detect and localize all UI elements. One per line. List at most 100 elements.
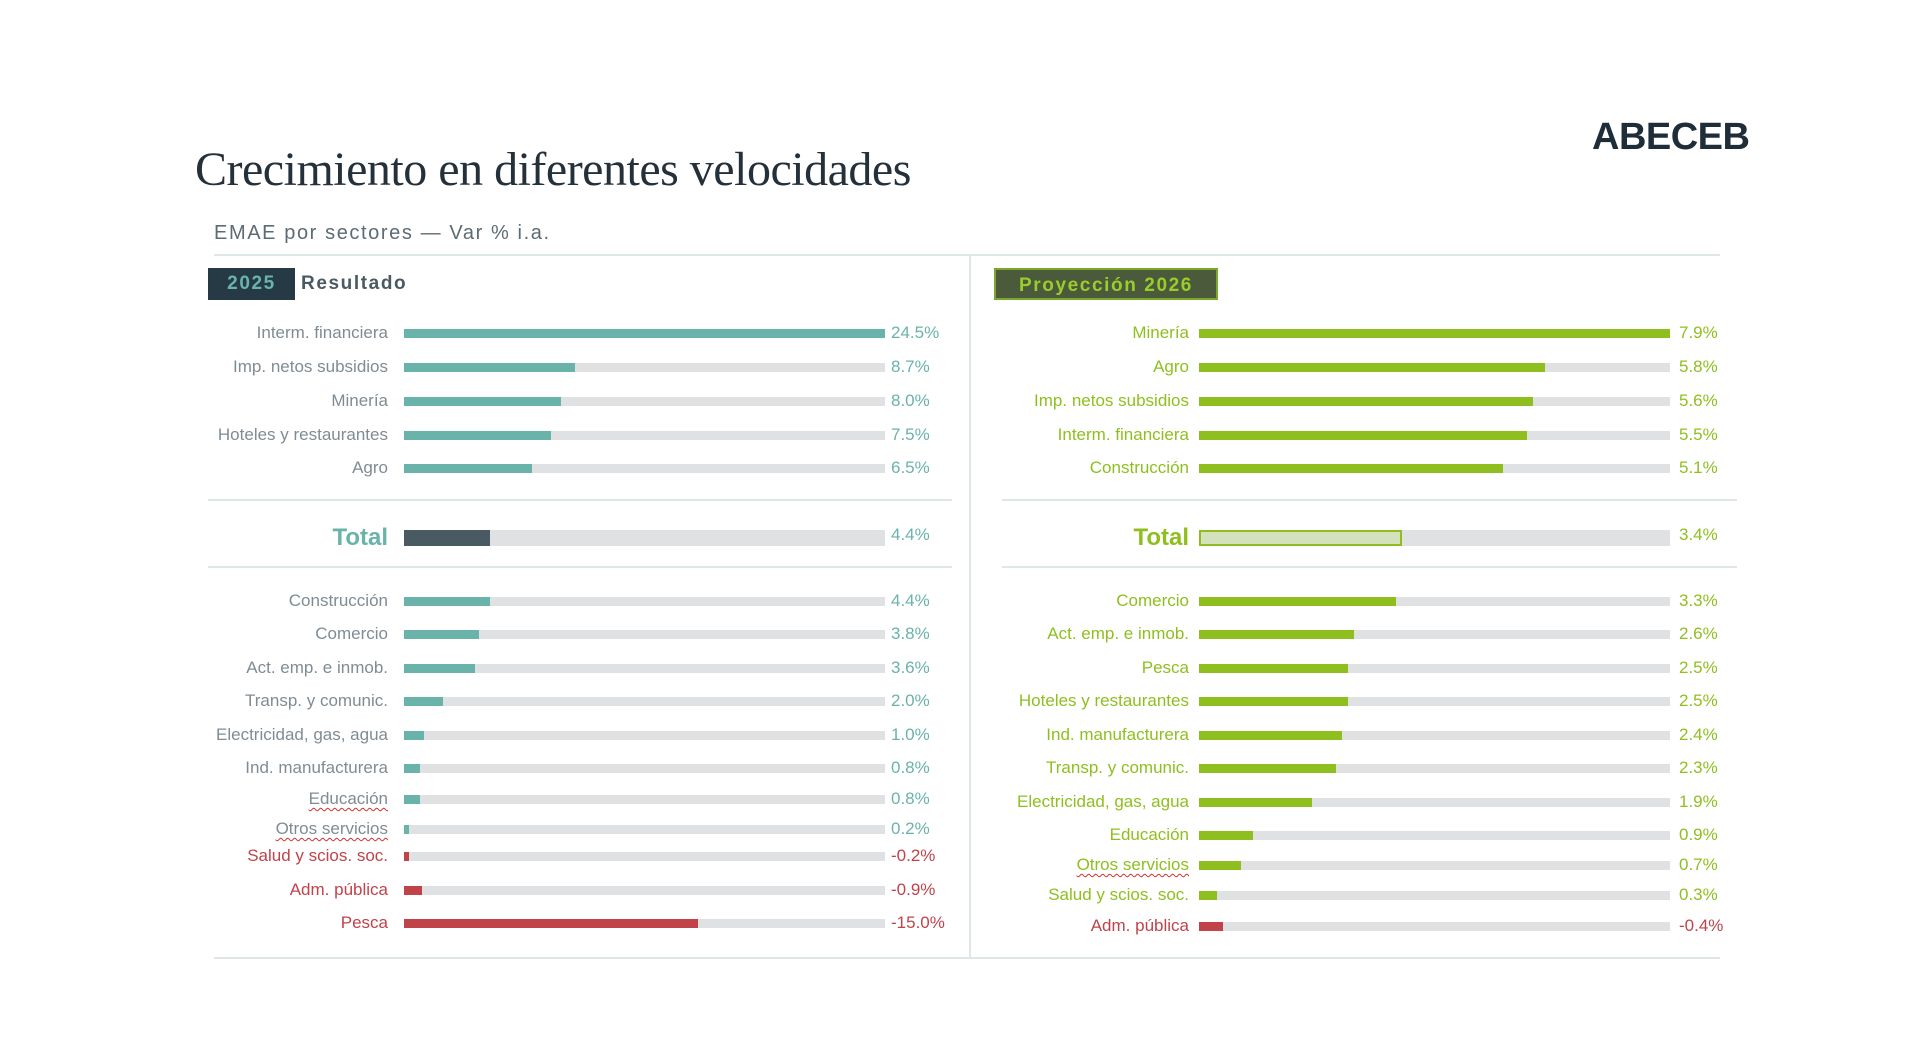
sector-label: Transp. y comunic.	[245, 691, 388, 710]
bar	[404, 328, 885, 338]
total-value: 3.4%	[1679, 525, 1718, 544]
resultado-heading: Resultado	[301, 273, 408, 294]
bar-track	[1199, 860, 1670, 870]
bar-value: 0.8%	[891, 789, 930, 808]
sector-label: Otros servicios	[275, 819, 388, 838]
sector-label: Electricidad, gas, agua	[1017, 792, 1189, 811]
bar-row: Pesca	[0, 911, 388, 935]
bar	[404, 824, 409, 834]
bar-row: Electricidad, gas, agua	[0, 723, 388, 747]
bar	[404, 885, 422, 895]
bar-value: 0.9%	[1679, 825, 1718, 844]
bar-track	[404, 362, 885, 372]
bar-track	[404, 663, 885, 673]
bar-row: Minería	[0, 321, 1189, 345]
bar-value: 3.6%	[891, 658, 930, 677]
bar-value: 2.5%	[1679, 658, 1718, 677]
bar-track	[404, 596, 885, 606]
bar-value: -15.0%	[891, 913, 945, 932]
bar	[1199, 328, 1670, 338]
bottom-divider	[214, 957, 1720, 959]
sector-label: Comercio	[315, 624, 388, 643]
bar	[1199, 596, 1396, 606]
bar	[1199, 890, 1217, 900]
sector-label: Imp. netos subsidios	[1034, 391, 1189, 410]
bar-value: 0.8%	[891, 758, 930, 777]
bar	[404, 463, 532, 473]
center-divider	[969, 254, 971, 958]
sector-label: Hoteles y restaurantes	[217, 425, 388, 444]
total-label: Total	[332, 524, 388, 551]
abeceb-logo: ABECEB	[1592, 116, 1750, 158]
bar-row: Interm. financiera	[0, 423, 1189, 447]
bar-track	[1199, 362, 1670, 372]
bar-track	[404, 328, 885, 338]
sector-label: Educación	[1109, 825, 1189, 844]
bar-row: Imp. netos subsidios	[0, 355, 388, 379]
bar-track	[1199, 696, 1670, 706]
bar-value: 0.2%	[891, 819, 930, 838]
bar-value: 2.3%	[1679, 758, 1718, 777]
bar-row: Educación	[0, 787, 388, 811]
bar-track	[404, 396, 885, 406]
sector-label: Adm. pública	[1090, 916, 1189, 935]
bar-row: Hoteles y restaurantes	[0, 689, 1189, 713]
bar	[1199, 629, 1354, 639]
bar	[404, 696, 444, 706]
bar-row: Hoteles y restaurantes	[0, 423, 388, 447]
sector-label: Electricidad, gas, agua	[216, 725, 388, 744]
bar	[1199, 797, 1313, 807]
bar	[404, 362, 575, 372]
right-total-separator-bottom	[1002, 566, 1737, 568]
bar	[404, 663, 475, 673]
bar	[404, 430, 552, 440]
bar-track	[1199, 921, 1670, 931]
bar	[404, 629, 479, 639]
sector-label: Ind. manufacturera	[245, 758, 388, 777]
sector-label: Minería	[1132, 323, 1189, 342]
sector-label: Salud y scios. soc.	[247, 846, 388, 865]
bar-value: -0.2%	[891, 846, 936, 865]
bar-value: 8.0%	[891, 391, 930, 410]
sector-label: Salud y scios. soc.	[1048, 885, 1189, 904]
bar-row: Minería	[0, 389, 388, 413]
total-value: 4.4%	[891, 525, 930, 544]
total-bar	[404, 530, 491, 546]
bar	[1199, 663, 1349, 673]
sector-label: Comercio	[1116, 591, 1189, 610]
bar-row: Salud y scios. soc.	[0, 883, 1189, 907]
bar-value: 7.5%	[891, 425, 930, 444]
bar-value: 24.5%	[891, 323, 940, 342]
bar-track	[1199, 463, 1670, 473]
bar-row: Comercio	[0, 622, 388, 646]
bar-track	[404, 763, 885, 773]
total-row: Total	[0, 526, 1189, 550]
bar-value: -0.9%	[891, 880, 936, 899]
sector-label: Agro	[1153, 357, 1189, 376]
bar-row: Construcción	[0, 589, 388, 613]
bar-value: 5.1%	[1679, 458, 1718, 477]
total-bar	[1199, 530, 1402, 546]
bar	[404, 794, 420, 804]
sector-label: Transp. y comunic.	[1046, 758, 1189, 777]
bar	[404, 918, 699, 928]
sector-label: Hoteles y restaurantes	[1018, 691, 1189, 710]
bar-value: -0.4%	[1679, 916, 1724, 935]
bar-value: 7.9%	[1679, 323, 1718, 342]
bar	[1199, 463, 1504, 473]
bar-track	[1199, 430, 1670, 440]
bar-row: Ind. manufacturera	[0, 756, 388, 780]
bar-row: Adm. pública	[0, 878, 388, 902]
bar-row: Act. emp. e inmob.	[0, 622, 1189, 646]
bar-row: Construcción	[0, 456, 1189, 480]
bar-row: Ind. manufacturera	[0, 723, 1189, 747]
bar-track	[404, 696, 885, 706]
bar	[404, 851, 409, 861]
bar-track	[404, 851, 885, 861]
bar	[404, 596, 491, 606]
bar-row: Agro	[0, 355, 1189, 379]
bar	[404, 396, 562, 406]
bar-row: Salud y scios. soc.	[0, 844, 388, 868]
bar-track	[1199, 629, 1670, 639]
bar-track	[404, 430, 885, 440]
